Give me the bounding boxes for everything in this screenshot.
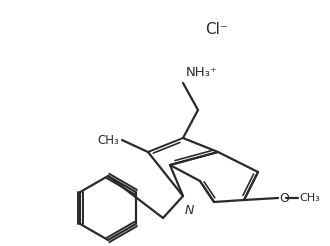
Text: N: N xyxy=(185,204,194,217)
Text: CH₃: CH₃ xyxy=(97,134,119,147)
Text: Cl⁻: Cl⁻ xyxy=(205,22,228,37)
Text: CH₃: CH₃ xyxy=(299,193,320,203)
Text: O: O xyxy=(279,191,289,204)
Text: NH₃⁺: NH₃⁺ xyxy=(186,66,218,79)
